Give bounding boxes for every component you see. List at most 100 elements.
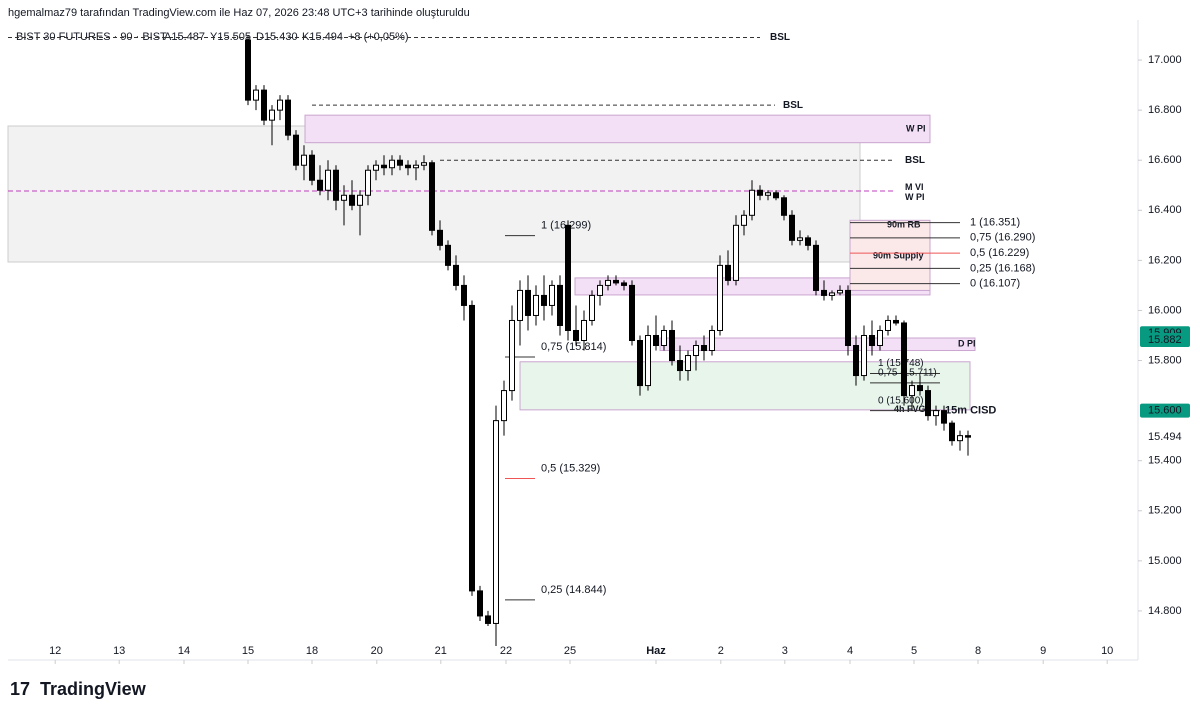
candle-body (253, 89, 259, 101)
fib-label: 0,75 (16.290) (970, 232, 1035, 244)
x-tick-label: 22 (500, 645, 512, 657)
candle-body (381, 164, 387, 169)
candle-body (325, 169, 331, 191)
candle-body (957, 435, 963, 442)
candle-body (485, 615, 491, 624)
candle-body (397, 159, 403, 166)
candle-body (605, 279, 611, 286)
candle-body (477, 590, 483, 617)
candle-body (301, 154, 307, 166)
candle-body (405, 164, 411, 169)
candle-body (813, 244, 819, 291)
candle-body (589, 294, 595, 321)
candle-body (429, 162, 435, 231)
fib-label: 0,5 (16.229) (970, 247, 1029, 259)
cisd-label: 15m CISD (945, 405, 996, 417)
fib-label: 0 (15.600) (878, 395, 924, 406)
candle-body (597, 284, 603, 296)
candle-body (725, 264, 731, 281)
candle-body (685, 355, 691, 372)
candle-body (285, 99, 291, 136)
credit: hgemalmaz79 tarafından TradingView.com i… (8, 7, 470, 19)
candle-body (581, 319, 587, 342)
candle-body (645, 334, 651, 387)
candle-body (349, 194, 355, 206)
x-tick-label: 18 (306, 645, 318, 657)
candle-body (805, 237, 811, 246)
candle-body (917, 385, 923, 392)
zone (304, 114, 931, 144)
candle-body (413, 164, 419, 169)
candle-body (869, 334, 875, 347)
y-tick-label: 15.000 (1148, 555, 1182, 567)
candle-body (629, 284, 635, 342)
x-tick-label: 2 (718, 645, 724, 657)
candle-body (533, 294, 539, 316)
x-tick-label: 8 (975, 645, 981, 657)
candle-body (277, 99, 283, 111)
candle-body (845, 289, 851, 347)
candle-body (437, 229, 443, 246)
candle-body (941, 410, 947, 424)
candle-body (893, 319, 899, 324)
level-label: BSL (783, 100, 803, 111)
candle-body (517, 289, 523, 321)
price-label: 15.600 (1148, 405, 1182, 417)
candle-body (861, 334, 867, 377)
y-tick-label: 15.800 (1148, 354, 1182, 366)
candle-body (709, 329, 715, 352)
fib-label: 0,75 (15.814) (541, 341, 606, 353)
x-tick-label: 15 (242, 645, 254, 657)
candle-body (669, 329, 675, 362)
candle-body (541, 294, 547, 306)
candle-body (445, 244, 451, 266)
candle-body (333, 169, 339, 201)
candle-body (949, 422, 955, 442)
fib-label: 0,25 (16.168) (970, 262, 1035, 274)
candle-body (717, 264, 723, 331)
level-label: BSL (770, 32, 790, 43)
fib-label: 0,25 (14.844) (541, 584, 606, 596)
candle-body (773, 192, 779, 199)
candle-body (293, 134, 299, 166)
candle-body (821, 289, 827, 296)
zone-label: D PI (958, 339, 976, 349)
y-tick-label: 15.200 (1148, 505, 1182, 517)
price-label: 15.882 (1148, 334, 1182, 346)
candle-body (309, 154, 315, 181)
logo-icon: 17 (10, 679, 30, 699)
candle-body (245, 39, 251, 101)
candle-body (661, 329, 667, 347)
y-tick-label: 15.400 (1148, 455, 1182, 467)
x-tick-label: 9 (1040, 645, 1046, 657)
candle-body (493, 420, 499, 624)
candle-body (733, 224, 739, 281)
candle-body (925, 390, 931, 417)
price-badge (1140, 403, 1190, 418)
level-label: BSL (905, 155, 925, 166)
x-tick-label: 14 (178, 645, 190, 657)
x-tick-label: 20 (371, 645, 383, 657)
candle-body (853, 345, 859, 377)
zone-label: 90m Supply (873, 251, 924, 261)
candle-body (357, 194, 363, 206)
candle-body (765, 192, 771, 196)
y-tick-label: 16.400 (1148, 204, 1182, 216)
x-tick-label: 4 (847, 645, 853, 657)
candle-body (461, 284, 467, 306)
candle-body (901, 322, 907, 397)
candle-body (557, 284, 563, 326)
x-tick-label: 5 (911, 645, 917, 657)
mark-label: 90m RB (887, 220, 921, 230)
candle-body (573, 329, 579, 342)
price-badge (1140, 333, 1190, 347)
price-label: 15.494 (1148, 431, 1182, 443)
candle-body (365, 169, 371, 196)
close: K15.494 (302, 31, 343, 43)
fib-label: 1 (15.748) (878, 358, 924, 369)
y-tick-label: 16.200 (1148, 254, 1182, 266)
candle-body (749, 189, 755, 216)
y-tick-label: 17.000 (1148, 54, 1182, 66)
zone (849, 219, 931, 291)
